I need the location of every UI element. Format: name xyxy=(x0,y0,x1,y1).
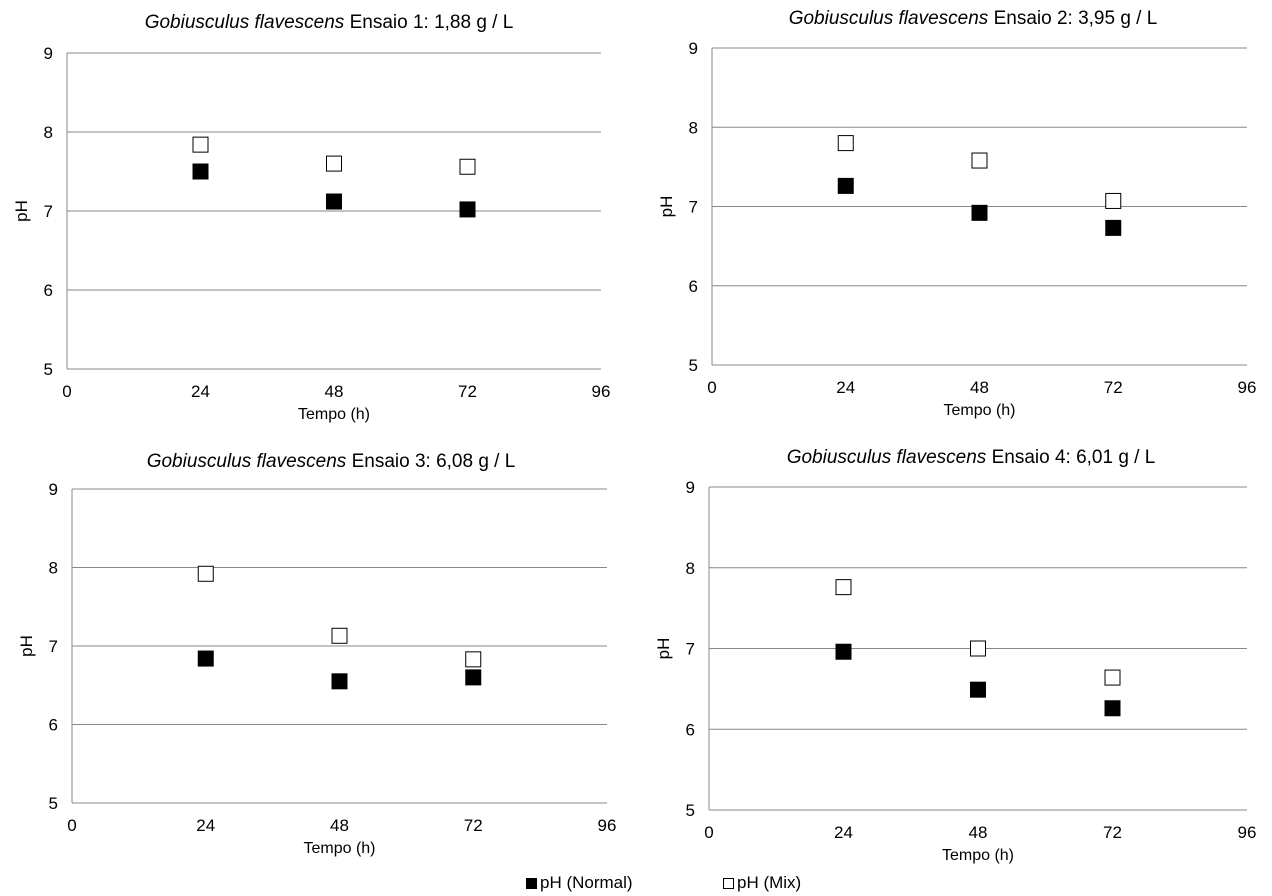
legend-label-mix: pH (Mix) xyxy=(737,873,802,892)
x-axis-label: Tempo (h) xyxy=(943,402,1015,419)
data-point-mix xyxy=(837,135,854,152)
y-tick-label: 9 xyxy=(686,478,695,497)
x-tick-label: 72 xyxy=(1104,378,1123,397)
data-point-normal xyxy=(835,643,852,660)
chart-title-trial: Ensaio 2: 3,95 g / L xyxy=(994,8,1158,29)
data-point-normal xyxy=(837,177,854,194)
data-point-mix xyxy=(835,579,852,596)
chart-title-trial: Ensaio 1: 1,88 g / L xyxy=(350,12,514,33)
data-point-mix xyxy=(197,565,214,582)
y-tick-label: 6 xyxy=(44,281,53,300)
y-axis-label: pH xyxy=(657,196,676,218)
y-tick-label: 6 xyxy=(689,277,698,296)
y-tick-label: 5 xyxy=(44,360,53,379)
chart-1: 5 6 7 8 9 0 24 48 72 96 Tempo (h) pH Gobiusculus fla… xyxy=(12,12,610,423)
x-tick-label: 0 xyxy=(707,378,716,397)
x-tick-label: 0 xyxy=(704,823,713,842)
x-tick-label: 72 xyxy=(1103,823,1122,842)
chart-title: Gobiusculus flavescens Ensaio 2: 3,95 g … xyxy=(789,8,1158,29)
data-point-mix xyxy=(970,640,986,657)
x-axis-label: Tempo (h) xyxy=(942,847,1014,864)
data-point-normal xyxy=(459,201,476,218)
y-tick-label: 5 xyxy=(689,356,698,375)
data-point-normal xyxy=(197,650,214,667)
x-tick-label: 96 xyxy=(1238,378,1257,397)
chart-title-species: Gobiusculus flavescens xyxy=(145,12,350,33)
x-tick-label: 48 xyxy=(325,382,344,401)
chart-title-species: Gobiusculus flavescens xyxy=(147,451,352,472)
x-tick-label: 24 xyxy=(196,816,215,835)
y-tick-label: 9 xyxy=(689,39,698,58)
data-point-normal xyxy=(326,193,342,210)
x-tick-label: 96 xyxy=(598,816,617,835)
chart-title-species: Gobiusculus flavescens xyxy=(789,8,994,29)
x-axis-label: Tempo (h) xyxy=(303,840,375,857)
y-tick-label: 8 xyxy=(49,559,58,578)
chart-title-trial: Ensaio 3: 6,08 g / L xyxy=(352,451,516,472)
open-square-icon xyxy=(723,877,734,889)
x-tick-label: 48 xyxy=(330,816,349,835)
data-point-normal xyxy=(971,204,988,221)
chart-title-species: Gobiusculus flavescens xyxy=(787,447,992,468)
x-tick-label: 96 xyxy=(592,382,611,401)
x-tick-label: 48 xyxy=(970,378,989,397)
data-point-mix xyxy=(1104,669,1121,686)
data-point-normal xyxy=(331,673,348,690)
chart-title: Gobiusculus flavescens Ensaio 3: 6,08 g … xyxy=(147,451,516,472)
y-tick-label: 6 xyxy=(686,720,695,739)
chart-title: Gobiusculus flavescens Ensaio 1: 1,88 g … xyxy=(145,12,514,33)
y-tick-label: 7 xyxy=(49,637,58,656)
data-point-normal xyxy=(465,669,482,686)
y-tick-label: 6 xyxy=(49,716,58,735)
data-point-normal xyxy=(970,681,986,698)
y-tick-label: 7 xyxy=(689,198,698,217)
data-point-mix xyxy=(192,136,209,153)
x-tick-label: 24 xyxy=(834,823,853,842)
data-point-mix xyxy=(459,158,476,175)
legend-label-normal: pH (Normal) xyxy=(540,873,633,892)
x-tick-label: 24 xyxy=(836,378,855,397)
y-axis-label: pH xyxy=(654,638,673,660)
data-point-normal xyxy=(1104,700,1121,717)
y-tick-label: 5 xyxy=(686,801,695,820)
chart-title-trial: Ensaio 4: 6,01 g / L xyxy=(992,447,1156,468)
x-tick-label: 0 xyxy=(62,382,71,401)
y-tick-label: 5 xyxy=(49,794,58,813)
y-tick-label: 7 xyxy=(686,640,695,659)
data-point-mix xyxy=(465,651,482,668)
data-point-normal xyxy=(1105,219,1122,236)
chart-title: Gobiusculus flavescens Ensaio 4: 6,01 g … xyxy=(787,447,1156,468)
y-tick-label: 8 xyxy=(689,118,698,137)
y-tick-label: 8 xyxy=(686,559,695,578)
x-tick-label: 72 xyxy=(458,382,477,401)
chart-4: 5 6 7 8 9 0 24 48 72 96 Tempo (h) pH Gobiusculus fla… xyxy=(654,447,1256,864)
y-tick-label: 8 xyxy=(44,123,53,142)
x-axis-label: Tempo (h) xyxy=(298,406,370,423)
legend-item-mix: pH (Mix) xyxy=(723,873,801,893)
x-tick-label: 72 xyxy=(464,816,483,835)
y-tick-label: 7 xyxy=(44,202,53,221)
y-tick-label: 9 xyxy=(44,44,53,63)
x-tick-label: 0 xyxy=(67,816,76,835)
data-point-mix xyxy=(326,155,342,172)
data-point-normal xyxy=(192,163,209,180)
y-tick-label: 9 xyxy=(49,480,58,499)
data-point-mix xyxy=(1105,192,1122,209)
data-point-mix xyxy=(331,627,348,644)
legend-item-normal: pH (Normal) xyxy=(526,873,633,893)
filled-square-icon xyxy=(526,877,537,889)
chart-3: 5 6 7 8 9 0 24 48 72 96 Tempo (h) pH Gobiusculus fla… xyxy=(17,451,616,857)
x-tick-label: 96 xyxy=(1238,823,1257,842)
chart-2: 5 6 7 8 9 0 24 48 72 96 Tempo (h) pH Gobiusculus fla… xyxy=(657,8,1256,419)
data-point-mix xyxy=(971,152,988,169)
y-axis-label: pH xyxy=(12,200,31,222)
x-tick-label: 48 xyxy=(969,823,988,842)
x-tick-label: 24 xyxy=(191,382,210,401)
y-axis-label: pH xyxy=(17,635,36,657)
